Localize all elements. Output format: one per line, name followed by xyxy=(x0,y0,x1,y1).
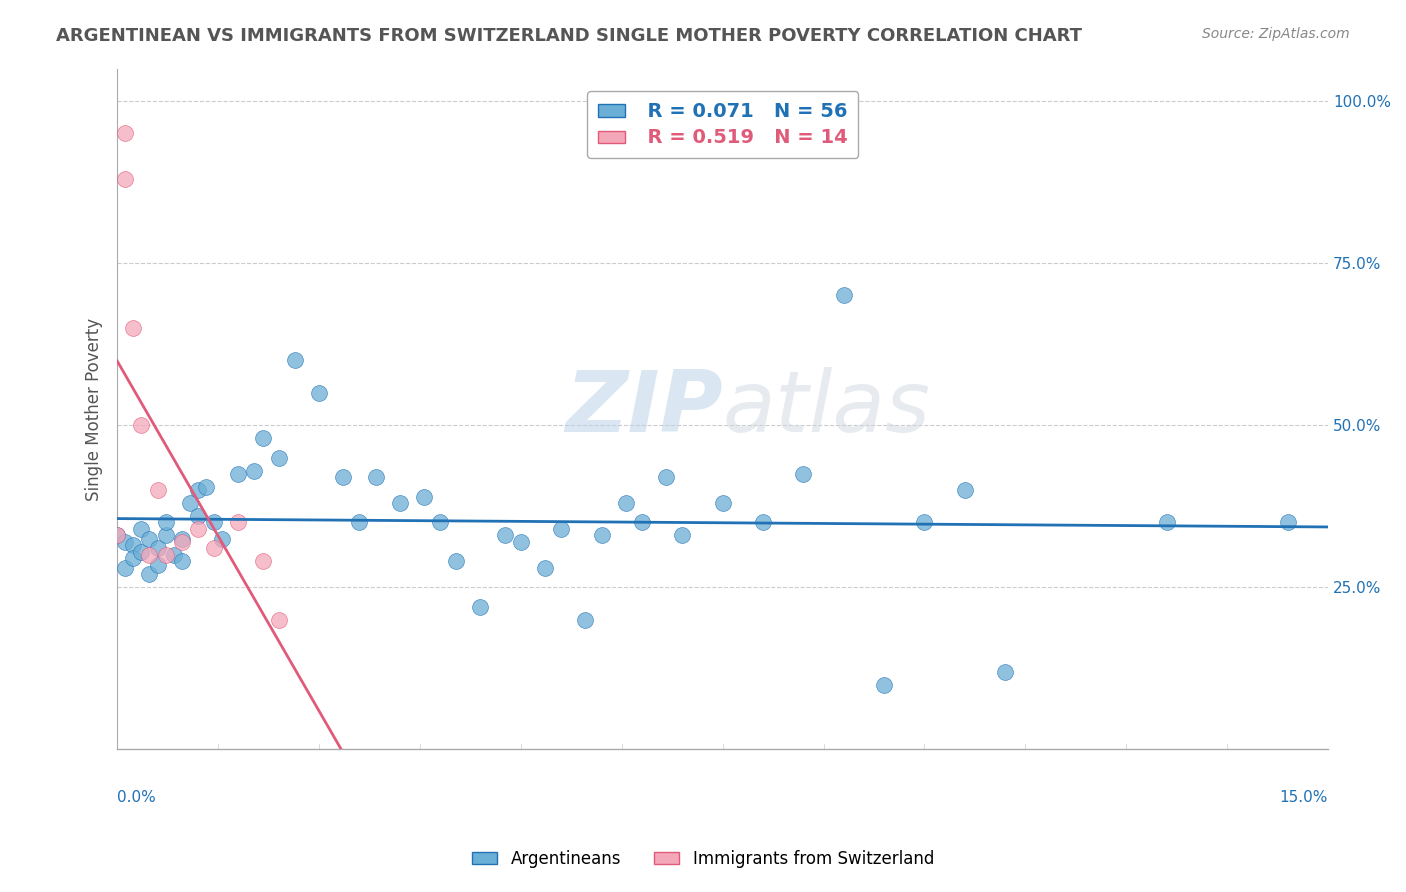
Point xyxy=(138,532,160,546)
Point xyxy=(832,288,855,302)
Point xyxy=(994,665,1017,679)
Point xyxy=(308,385,330,400)
Text: ARGENTINEAN VS IMMIGRANTS FROM SWITZERLAND SINGLE MOTHER POVERTY CORRELATION CHA: ARGENTINEAN VS IMMIGRANTS FROM SWITZERLA… xyxy=(56,27,1083,45)
Text: Source: ZipAtlas.com: Source: ZipAtlas.com xyxy=(1202,27,1350,41)
Point xyxy=(131,522,153,536)
Text: 15.0%: 15.0% xyxy=(1279,790,1329,805)
Point xyxy=(364,470,387,484)
Point xyxy=(252,554,274,568)
Point xyxy=(413,490,436,504)
Point xyxy=(170,535,193,549)
Point xyxy=(752,516,775,530)
Point xyxy=(509,535,531,549)
Point xyxy=(211,532,233,546)
Point xyxy=(146,541,169,556)
Point xyxy=(429,516,451,530)
Point xyxy=(179,496,201,510)
Point xyxy=(655,470,678,484)
Point xyxy=(267,613,290,627)
Text: ZIP: ZIP xyxy=(565,368,723,450)
Point xyxy=(170,554,193,568)
Point xyxy=(105,528,128,542)
Point xyxy=(1156,516,1178,530)
Point xyxy=(1277,516,1299,530)
Point xyxy=(494,528,516,542)
Legend: Argentineans, Immigrants from Switzerland: Argentineans, Immigrants from Switzerlan… xyxy=(465,844,941,875)
Point xyxy=(131,544,153,558)
Legend:   R = 0.071   N = 56,   R = 0.519   N = 14: R = 0.071 N = 56, R = 0.519 N = 14 xyxy=(586,91,859,158)
Point xyxy=(170,532,193,546)
Point xyxy=(122,538,145,552)
Point xyxy=(388,496,411,510)
Point xyxy=(332,470,354,484)
Point xyxy=(114,171,136,186)
Point xyxy=(138,548,160,562)
Point xyxy=(146,483,169,497)
Point xyxy=(122,321,145,335)
Point xyxy=(195,480,218,494)
Point xyxy=(114,561,136,575)
Y-axis label: Single Mother Poverty: Single Mother Poverty xyxy=(86,318,103,500)
Point xyxy=(671,528,693,542)
Point xyxy=(614,496,637,510)
Point xyxy=(873,677,896,691)
Point xyxy=(550,522,572,536)
Point xyxy=(914,516,936,530)
Point xyxy=(155,528,177,542)
Point xyxy=(114,535,136,549)
Point xyxy=(105,528,128,542)
Point xyxy=(202,541,225,556)
Point xyxy=(792,467,814,481)
Point xyxy=(131,418,153,433)
Point xyxy=(470,599,492,614)
Point xyxy=(711,496,734,510)
Text: atlas: atlas xyxy=(723,368,931,450)
Point xyxy=(631,516,654,530)
Point xyxy=(591,528,613,542)
Point xyxy=(953,483,976,497)
Point xyxy=(155,516,177,530)
Point xyxy=(122,551,145,566)
Point xyxy=(243,464,266,478)
Point xyxy=(187,508,209,523)
Point xyxy=(114,127,136,141)
Point xyxy=(349,516,371,530)
Point xyxy=(163,548,186,562)
Point xyxy=(146,558,169,572)
Point xyxy=(226,467,249,481)
Point xyxy=(187,483,209,497)
Point xyxy=(574,613,596,627)
Point xyxy=(267,450,290,465)
Point xyxy=(252,431,274,445)
Point xyxy=(226,516,249,530)
Point xyxy=(187,522,209,536)
Point xyxy=(202,516,225,530)
Point xyxy=(534,561,557,575)
Point xyxy=(138,567,160,582)
Text: 0.0%: 0.0% xyxy=(117,790,156,805)
Point xyxy=(155,548,177,562)
Point xyxy=(446,554,468,568)
Point xyxy=(284,353,307,368)
